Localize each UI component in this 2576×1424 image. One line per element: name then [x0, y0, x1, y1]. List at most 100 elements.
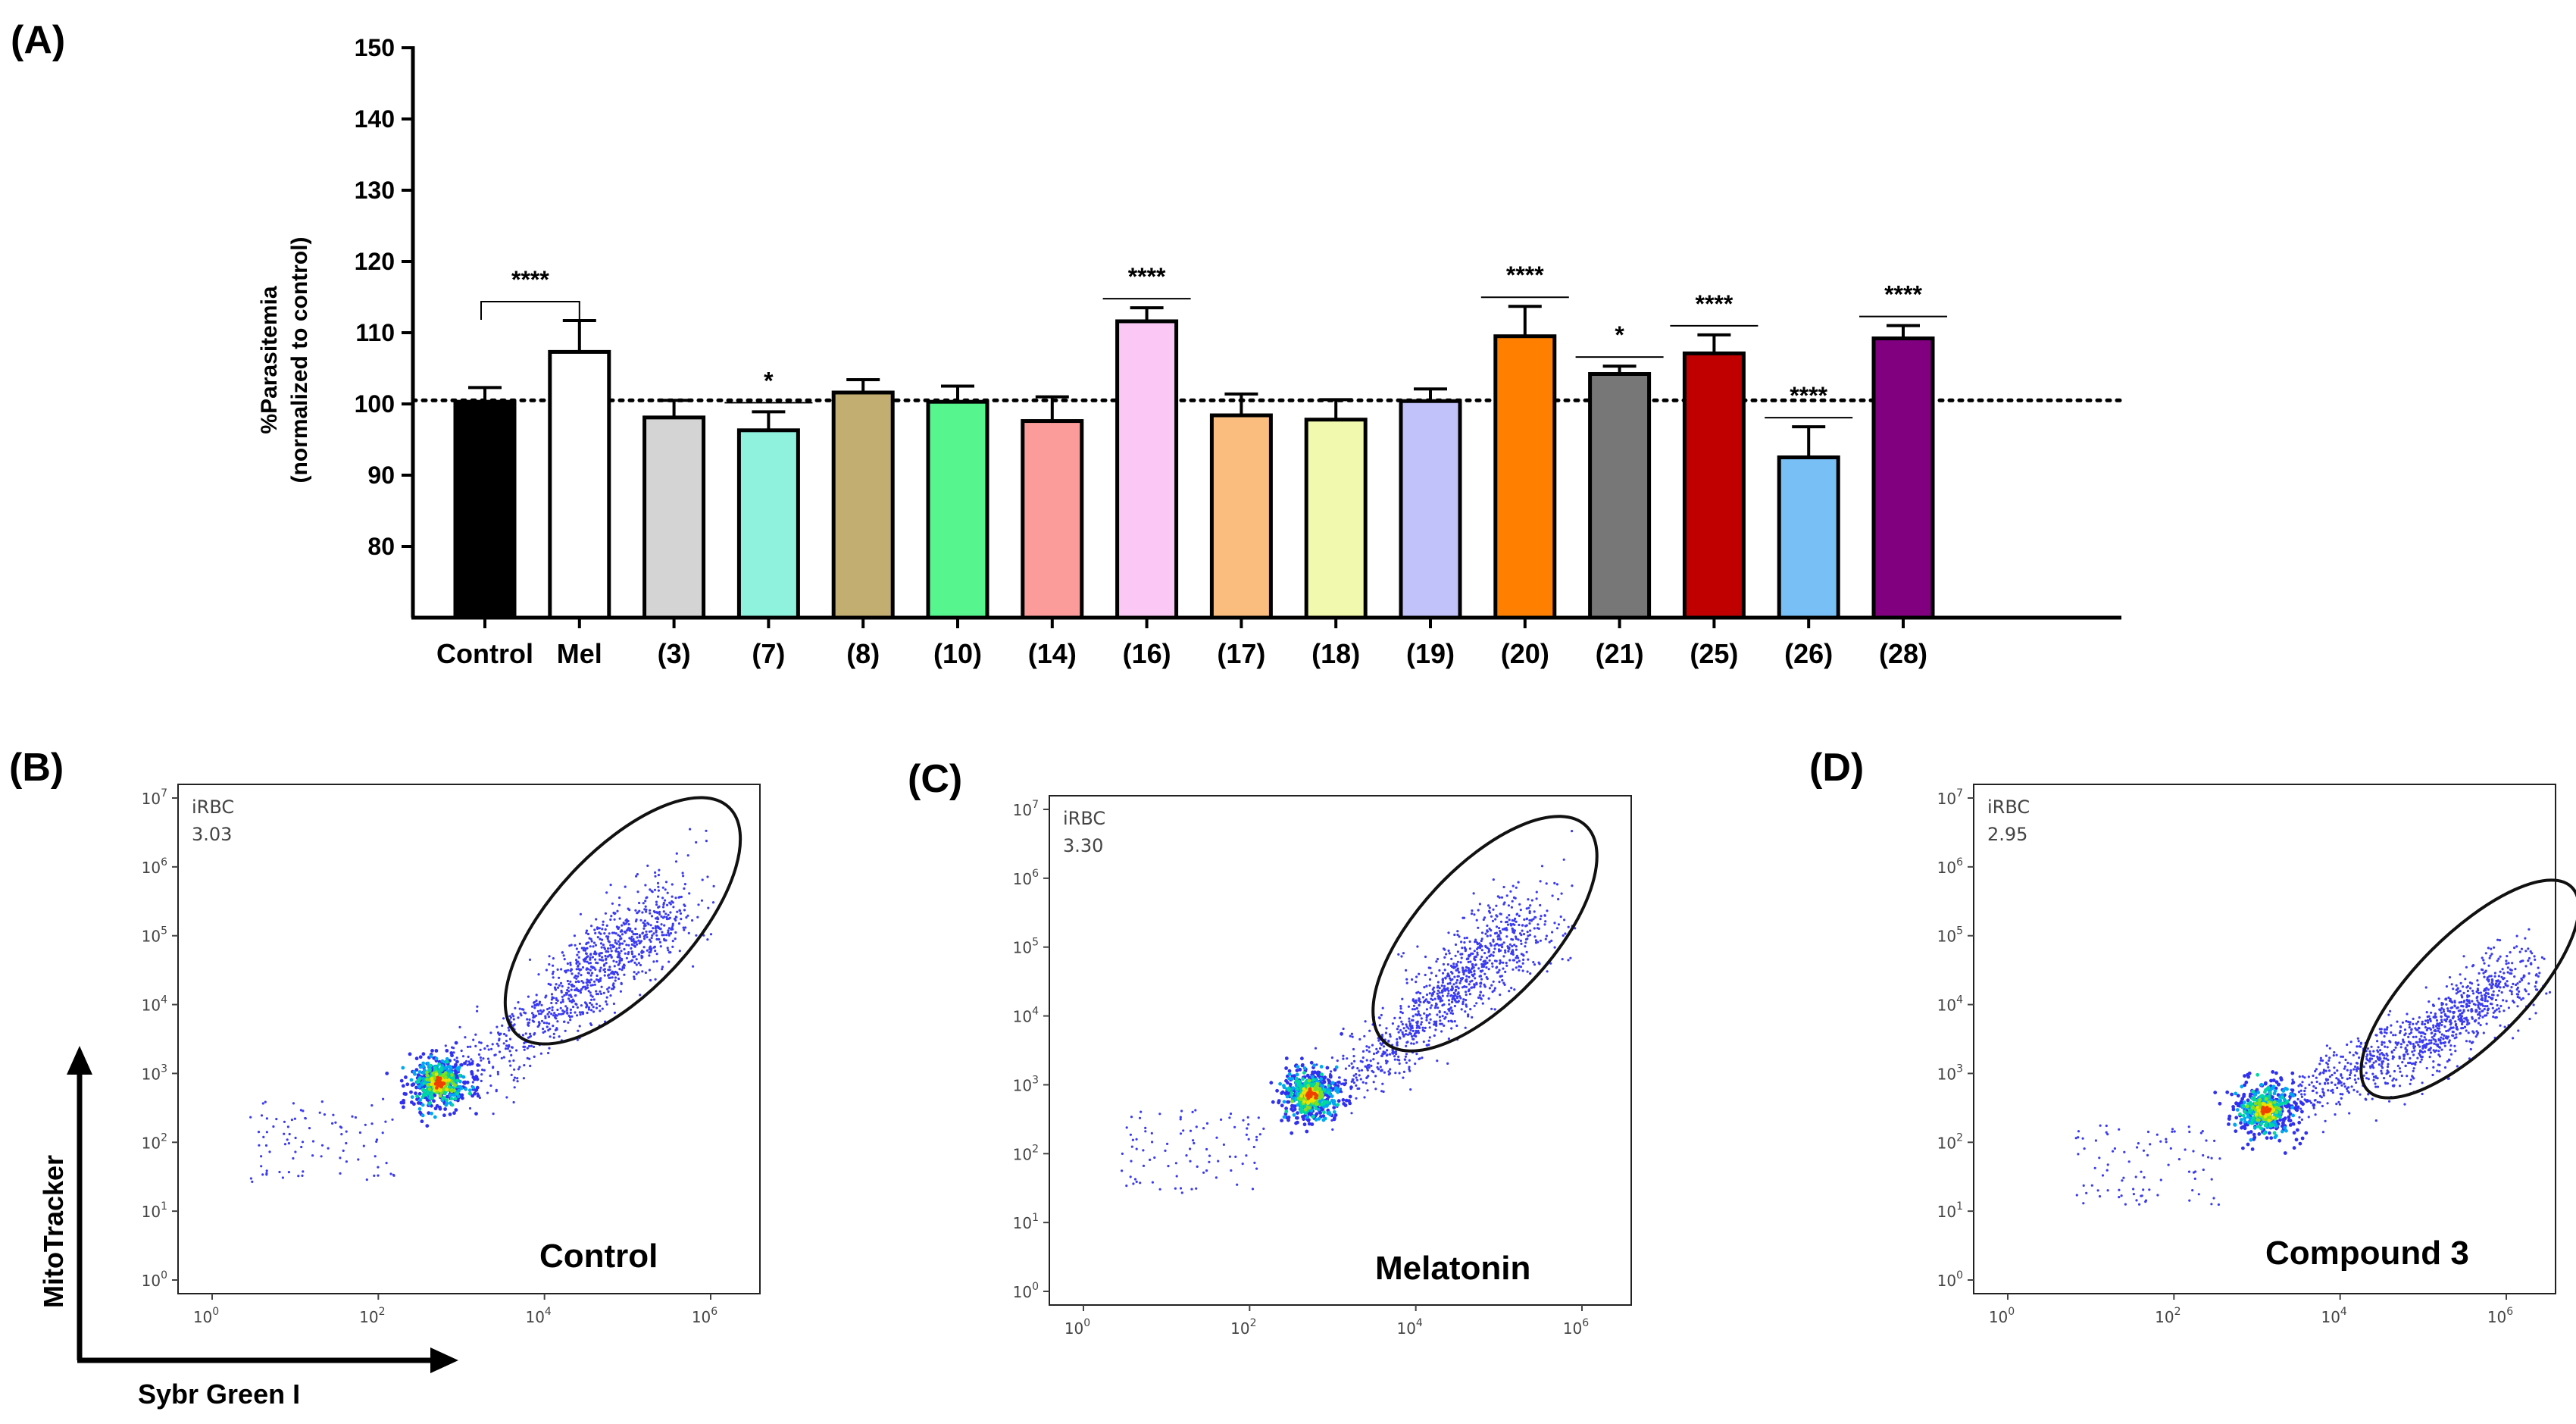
event-dot — [2314, 1087, 2318, 1090]
event-dot — [2171, 1128, 2174, 1131]
event-dot — [2487, 995, 2490, 999]
event-dot — [2331, 1091, 2334, 1094]
sample-name: Melatonin — [1375, 1250, 1530, 1287]
event-dot — [574, 975, 577, 978]
event-dot — [2372, 1066, 2375, 1069]
event-dot — [301, 1174, 304, 1177]
event-dot — [2390, 1024, 2393, 1027]
event-dot — [1418, 1057, 1421, 1060]
event-dot — [1555, 927, 1559, 930]
event-dot — [1331, 1087, 1335, 1091]
event-dot — [1189, 1129, 1193, 1132]
event-dot — [667, 927, 671, 930]
event-dot — [588, 981, 592, 984]
event-dot — [538, 1012, 541, 1016]
event-dot — [646, 936, 649, 939]
event-dot — [2516, 986, 2519, 989]
event-dot — [577, 980, 580, 983]
event-dot — [2481, 1009, 2484, 1012]
event-dot — [1499, 930, 1502, 933]
event-dot — [1430, 1004, 1433, 1007]
panel-label: (D) — [1809, 746, 1864, 790]
event-dot — [554, 987, 557, 991]
event-dot — [1411, 1015, 1415, 1018]
event-dot — [604, 970, 607, 974]
event-dot — [1534, 939, 1537, 942]
event-dot — [620, 937, 623, 940]
event-dot — [2301, 1081, 2304, 1084]
event-dot — [2537, 966, 2540, 969]
event-dot — [1404, 1058, 1407, 1061]
event-dot — [1532, 961, 1535, 964]
event-dot — [1553, 881, 1556, 884]
bar — [1777, 455, 1840, 620]
event-dot — [649, 909, 652, 912]
event-dot — [1407, 1027, 1410, 1030]
event-dot — [1499, 912, 1502, 915]
event-dot — [2462, 1009, 2465, 1012]
event-dot — [1503, 901, 1506, 904]
event-dot — [1332, 1106, 1336, 1109]
event-dot — [417, 1091, 422, 1096]
event-dot — [2177, 1158, 2181, 1161]
event-dot — [1427, 1014, 1430, 1017]
event-dot — [2118, 1196, 2121, 1199]
event-dot — [420, 1113, 425, 1118]
event-dot — [1511, 950, 1514, 953]
event-dot — [2465, 1023, 2468, 1026]
event-dot — [1315, 1112, 1319, 1116]
event-dot — [1435, 1024, 1438, 1027]
event-dot — [2171, 1130, 2174, 1133]
event-dot — [552, 964, 555, 967]
event-dot — [2444, 997, 2447, 1001]
event-dot — [549, 1035, 552, 1038]
event-dot — [2113, 1147, 2116, 1150]
event-dot — [2333, 1072, 2336, 1075]
event-dot — [2325, 1061, 2328, 1064]
event-dot — [2510, 969, 2513, 972]
event-dot — [1411, 998, 1415, 1001]
event-dot — [1366, 1089, 1369, 1092]
event-dot — [405, 1082, 410, 1087]
event-dot — [1514, 917, 1517, 920]
event-dot — [1486, 934, 1489, 937]
event-dot — [1529, 972, 1532, 975]
event-dot — [2407, 1035, 2410, 1038]
event-dot — [1385, 1054, 1388, 1057]
event-dot — [445, 1059, 449, 1064]
event-dot — [492, 1066, 495, 1069]
event-dot — [2368, 1057, 2371, 1060]
event-dot — [1327, 1084, 1331, 1088]
event-dot — [2406, 1050, 2409, 1053]
event-dot — [434, 1049, 439, 1053]
event-dot — [2513, 975, 2516, 978]
event-dot — [2499, 980, 2502, 983]
event-dot — [609, 947, 612, 950]
event-dot — [339, 1172, 342, 1175]
event-dot — [590, 998, 593, 1001]
event-dot — [1446, 963, 1449, 966]
event-dot — [2349, 1072, 2352, 1075]
event-dot — [658, 912, 661, 916]
event-dot — [1405, 981, 1408, 984]
event-dot — [1419, 992, 1422, 995]
event-dot — [2426, 1043, 2429, 1046]
event-dot — [2424, 1019, 2428, 1022]
event-dot — [2315, 1080, 2318, 1084]
event-dot — [2332, 1054, 2335, 1057]
event-dot — [2455, 984, 2458, 987]
event-dot — [2442, 1010, 2446, 1013]
event-dot — [2402, 1057, 2406, 1060]
event-dot — [1521, 969, 1524, 972]
event-dot — [1471, 962, 1474, 966]
event-dot — [2191, 1189, 2194, 1192]
event-dot — [2432, 1026, 2435, 1029]
event-dot — [1282, 1100, 1286, 1104]
event-dot — [1521, 929, 1524, 932]
event-dot — [2410, 1031, 2413, 1034]
y-tick-label: 102 — [142, 1131, 167, 1152]
event-dot — [467, 1091, 472, 1096]
event-dot — [2106, 1163, 2109, 1166]
event-dot — [1508, 947, 1511, 950]
